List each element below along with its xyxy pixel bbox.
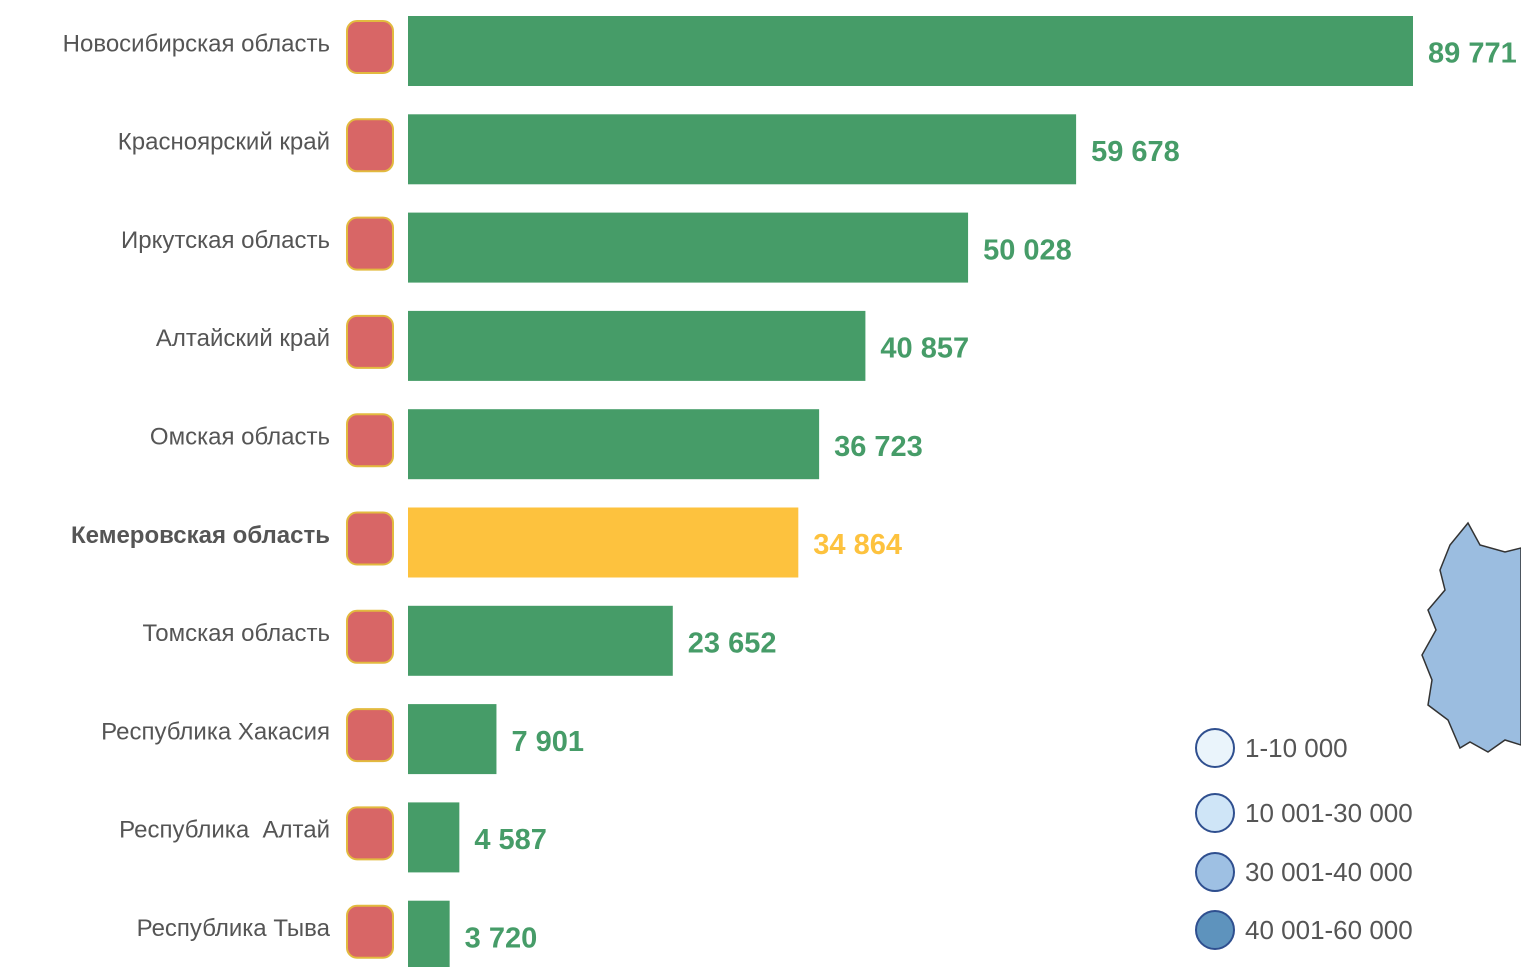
value-label: 4 587 bbox=[474, 824, 547, 856]
value-label: 59 678 bbox=[1091, 136, 1180, 168]
category-label: Республика Алтай bbox=[119, 817, 330, 844]
bar bbox=[408, 114, 1077, 185]
emblem bbox=[346, 511, 394, 566]
bar bbox=[408, 605, 673, 676]
value-label: 34 864 bbox=[813, 529, 902, 561]
bar bbox=[408, 310, 866, 381]
category-label: Томская область bbox=[142, 620, 330, 647]
emblem bbox=[346, 314, 394, 369]
category-label: Республика Хакасия bbox=[101, 718, 330, 745]
value-label: 7 901 bbox=[511, 726, 584, 758]
category-label: Красноярский край bbox=[118, 129, 330, 156]
emblem bbox=[346, 216, 394, 271]
legend-swatch bbox=[1195, 793, 1235, 833]
value-label: 23 652 bbox=[688, 627, 777, 659]
category-label: Иркутская область bbox=[121, 227, 330, 254]
region-map bbox=[1421, 521, 1521, 753]
category-label: Кемеровская область bbox=[71, 522, 330, 549]
bar bbox=[408, 409, 820, 480]
bar bbox=[408, 16, 1413, 86]
bar bbox=[408, 802, 460, 873]
legend-label: 1-10 000 bbox=[1245, 733, 1348, 763]
legend-label: 30 001-40 000 bbox=[1245, 857, 1413, 887]
emblem bbox=[346, 413, 394, 468]
bar bbox=[408, 212, 969, 283]
value-label: 50 028 bbox=[983, 234, 1072, 266]
value-label: 89 771 bbox=[1428, 38, 1517, 70]
legend-swatch bbox=[1195, 910, 1235, 950]
legend-swatch bbox=[1195, 852, 1235, 892]
bar bbox=[408, 900, 450, 967]
bar bbox=[408, 704, 497, 775]
category-label: Алтайский край bbox=[156, 325, 330, 352]
legend-label: 10 001-30 000 bbox=[1245, 798, 1413, 828]
value-label: 36 723 bbox=[834, 431, 923, 463]
legend-swatch bbox=[1195, 728, 1235, 768]
category-label: Республика Тыва bbox=[137, 915, 331, 942]
value-label: 40 857 bbox=[880, 333, 969, 365]
emblem bbox=[346, 609, 394, 664]
emblem bbox=[346, 118, 394, 173]
emblem bbox=[346, 20, 394, 74]
bar bbox=[408, 507, 799, 578]
category-label: Омская область bbox=[150, 424, 330, 451]
emblem bbox=[346, 806, 394, 861]
category-label: Новосибирская область bbox=[63, 30, 330, 57]
emblem bbox=[346, 708, 394, 763]
legend-label: 40 001-60 000 bbox=[1245, 915, 1413, 945]
emblem bbox=[346, 904, 394, 959]
value-label: 3 720 bbox=[465, 922, 538, 954]
